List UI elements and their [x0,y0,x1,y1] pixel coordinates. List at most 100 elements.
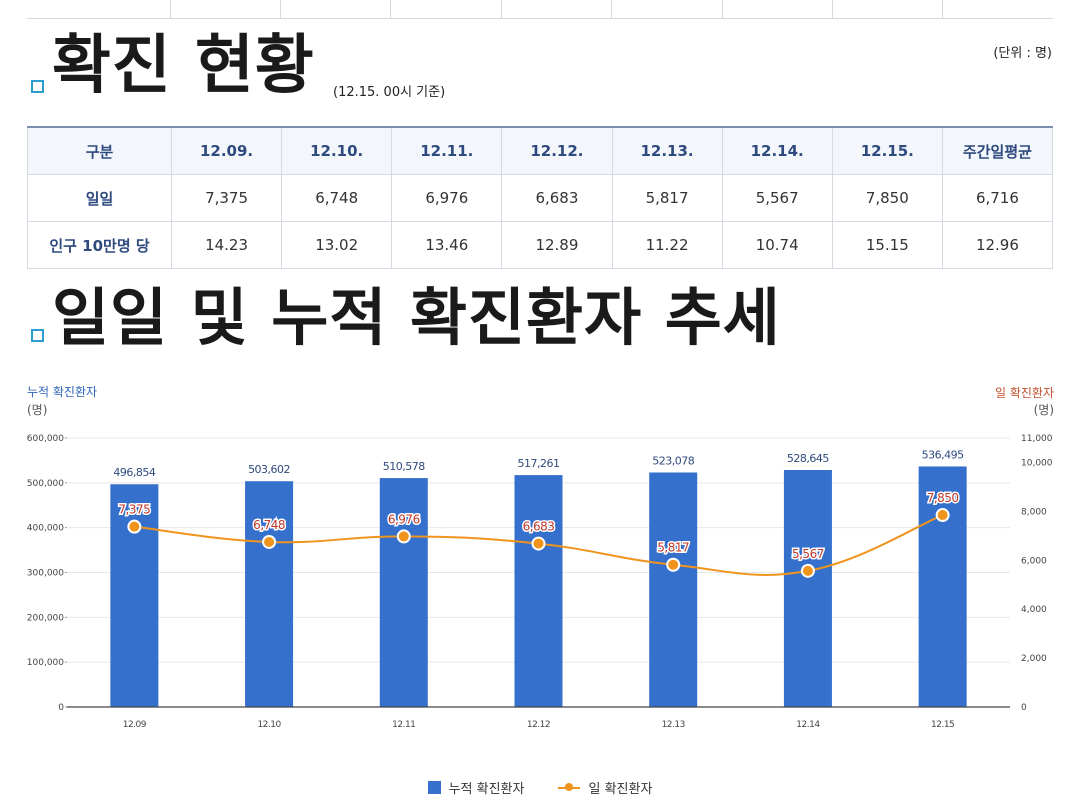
table-header: 주간일평균 [941,126,1054,175]
table-cell: 15.15 [831,221,943,269]
table-header: 12.12. [501,126,613,175]
line-point [127,519,142,534]
bar-value-label: 496,854 [113,466,155,479]
left-tick-label: 600,000 [27,434,64,444]
legend-label: 누적 확진환자 [448,782,525,797]
table-header: 12.13. [611,126,723,175]
table-header: 12.10. [281,126,393,175]
line-point [531,536,546,551]
line-point [935,508,950,523]
table-cell: 12.89 [501,221,613,269]
table-row: 인구 10만명 당 14.23 13.02 13.46 12.89 11.22 … [27,221,1054,269]
table-row: 일일 7,375 6,748 6,976 6,683 5,817 5,567 7… [27,174,1054,222]
table-cell: 6,976 [391,174,503,222]
axes: 0 100,000 200,000 300,000 400,000 500,000 600,… [27,434,1053,730]
table-cell: 7,375 [170,174,283,222]
bar-value-label: 536,495 [922,448,964,461]
legend-item-daily: 일 확진환자 [558,778,652,797]
left-tick-label: 0 [58,703,64,713]
right-axis-title: 일 확진환자 [994,386,1054,400]
bar [649,472,698,707]
x-tick-label: 12.13 [662,720,685,730]
stats-table: 구분 12.09. 12.10. 12.11. 12.12. 12.13. 12… [27,126,1054,269]
bar [514,475,563,707]
x-tick-label: 12.11 [392,720,415,730]
data-labels: 496,854 503,602 510,578 517,261 523,078 528,6… [113,448,964,562]
unit-note: (단위 : 명) [993,46,1052,61]
line-point [396,529,411,544]
x-tick-label: 12.12 [527,720,550,730]
line-value-label: 5,567 [792,547,824,561]
bar [379,478,428,707]
x-tick-label: 12.14 [796,720,820,730]
right-tick-label: 4,000 [1021,605,1047,615]
line-value-label: 6,976 [388,512,420,526]
line-point [666,557,681,572]
line-value-label: 6,683 [523,520,555,534]
table-cell: 6,748 [281,174,393,222]
right-tick-label: 6,000 [1021,556,1047,566]
basis-time: (12.15. 00시 기준) [333,85,446,100]
table-header-row: 구분 12.09. 12.10. 12.11. 12.12. 12.13. 12… [27,126,1054,175]
trend-chart: 496,854 503,602 510,578 517,261 523,078 528,6… [27,434,1053,730]
line-series [127,508,950,578]
table-cell: 7,850 [831,174,943,222]
right-tick-label: 2,000 [1021,654,1047,664]
bar [918,466,967,707]
right-tick-label: 10,000 [1021,458,1053,468]
previous-table-strip [27,0,1053,19]
line-point [800,563,815,578]
right-tick-label: 11,000 [1021,434,1053,444]
table-cell: 13.46 [391,221,503,269]
section-title-trend: 일일 및 누적 확진환자 추세 [52,281,781,354]
right-axis-unit: (명) [1033,403,1054,417]
bar [245,481,294,707]
table-cell: 14.23 [170,221,283,269]
table-header: 12.11. [391,126,503,175]
left-tick-label: 500,000 [27,479,64,489]
row-label: 일일 [27,174,172,222]
bar-value-label: 503,602 [248,463,290,476]
chart-legend: 누적 확진환자 일 확진환자 [0,778,1080,797]
left-tick-label: 200,000 [27,613,64,623]
table-cell: 5,567 [721,174,833,222]
right-tick-label: 0 [1021,703,1027,713]
table-header: 12.09. [170,126,283,175]
section-marker-icon [31,329,44,342]
left-tick-label: 100,000 [27,658,64,668]
line-value-label: 5,817 [657,541,689,555]
legend-line-swatch [558,781,581,794]
x-tick-label: 12.15 [931,720,954,730]
bar-value-label: 528,645 [787,452,829,465]
table-header: 구분 [27,126,172,175]
x-tick-label: 12.09 [123,720,147,730]
section-title-status: 확진 현황 [52,29,315,103]
row-label: 인구 10만명 당 [27,221,172,269]
table-cell: 11.22 [611,221,723,269]
left-axis-title: 누적 확진환자 [27,385,98,399]
line-value-label: 7,375 [118,503,150,517]
bar-value-label: 517,261 [518,457,560,470]
left-tick-label: 400,000 [27,524,64,534]
bar-value-label: 523,078 [652,454,694,467]
section-marker-icon [31,80,44,93]
table-cell: 13.02 [281,221,393,269]
left-tick-label: 300,000 [27,569,64,579]
bar-series [110,466,967,707]
legend-bar-swatch [427,781,441,794]
table-cell: 6,683 [501,174,613,222]
line-value-label: 7,850 [927,491,959,505]
legend-label: 일 확진환자 [588,782,653,797]
bar [783,469,832,707]
legend-item-cumulative: 누적 확진환자 [427,778,525,797]
table-cell: 10.74 [721,221,833,269]
table-cell: 6,716 [941,174,1054,222]
left-axis-unit: (명) [27,403,48,417]
bar [110,484,159,707]
x-tick-label: 12.10 [257,720,281,730]
table-header: 12.15. [831,126,943,175]
right-tick-label: 8,000 [1021,507,1047,517]
table-cell: 5,817 [611,174,723,222]
table-header: 12.14. [721,126,833,175]
bar-value-label: 510,578 [383,460,425,473]
